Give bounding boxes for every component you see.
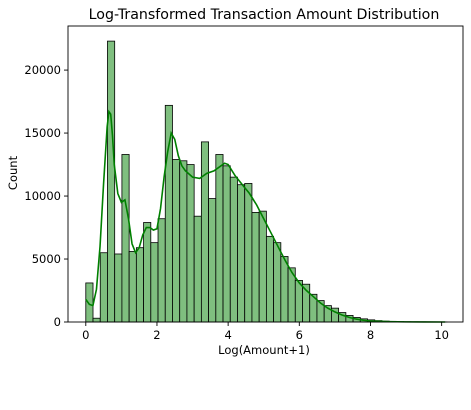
histogram-bar (172, 159, 181, 323)
histogram-bar (135, 247, 144, 323)
histogram-bar (114, 253, 123, 323)
histogram-bar (92, 317, 101, 323)
y-tick-label: 20000 (24, 63, 61, 77)
histogram-bar (85, 282, 94, 323)
y-tick-label: 15000 (24, 126, 61, 140)
chart-title: Log-Transformed Transaction Amount Distr… (89, 7, 440, 23)
histogram-bar (200, 141, 209, 323)
x-tick-label: 10 (434, 328, 449, 342)
y-tick-label: 0 (54, 315, 61, 329)
axis-ticks: 0 2 4 6 8 10 0 5000 10000 15000 20000 (24, 63, 449, 342)
y-tick-label: 10000 (24, 189, 61, 203)
histogram-bar (294, 280, 303, 323)
y-axis-label: Count (6, 155, 20, 190)
histogram-bar (208, 198, 217, 323)
x-tick-label: 2 (153, 328, 160, 342)
histogram-bar (121, 154, 130, 323)
histogram-bar (143, 222, 152, 323)
x-tick-label: 6 (296, 328, 303, 342)
histogram-bar (193, 215, 202, 323)
histogram-bar (164, 104, 173, 323)
histogram-bar (244, 183, 253, 323)
histogram-bar (128, 251, 137, 323)
histogram-bar (258, 210, 267, 323)
x-tick-label: 8 (367, 328, 374, 342)
histogram-bar (107, 40, 116, 323)
histogram-bars (85, 40, 448, 323)
x-tick-label: 0 (82, 328, 89, 342)
x-axis-label: Log(Amount+1) (218, 343, 310, 357)
histogram-bar (237, 184, 246, 323)
histogram-bar (186, 164, 195, 323)
histogram-bar (157, 218, 166, 323)
x-tick-label: 4 (224, 328, 231, 342)
histogram-bar (222, 165, 231, 323)
histogram-bar (179, 160, 188, 323)
plot-frame (67, 25, 464, 323)
histogram-bar (150, 242, 159, 323)
histogram-bar (251, 212, 260, 323)
histogram-bar (273, 242, 282, 323)
histogram-bar (215, 154, 224, 323)
histogram-bar (229, 176, 238, 323)
y-tick-label: 5000 (32, 252, 61, 266)
histogram-bar (265, 235, 275, 323)
kde-line (85, 109, 446, 323)
histogram-bar (99, 252, 108, 323)
histogram-bar (280, 256, 289, 323)
